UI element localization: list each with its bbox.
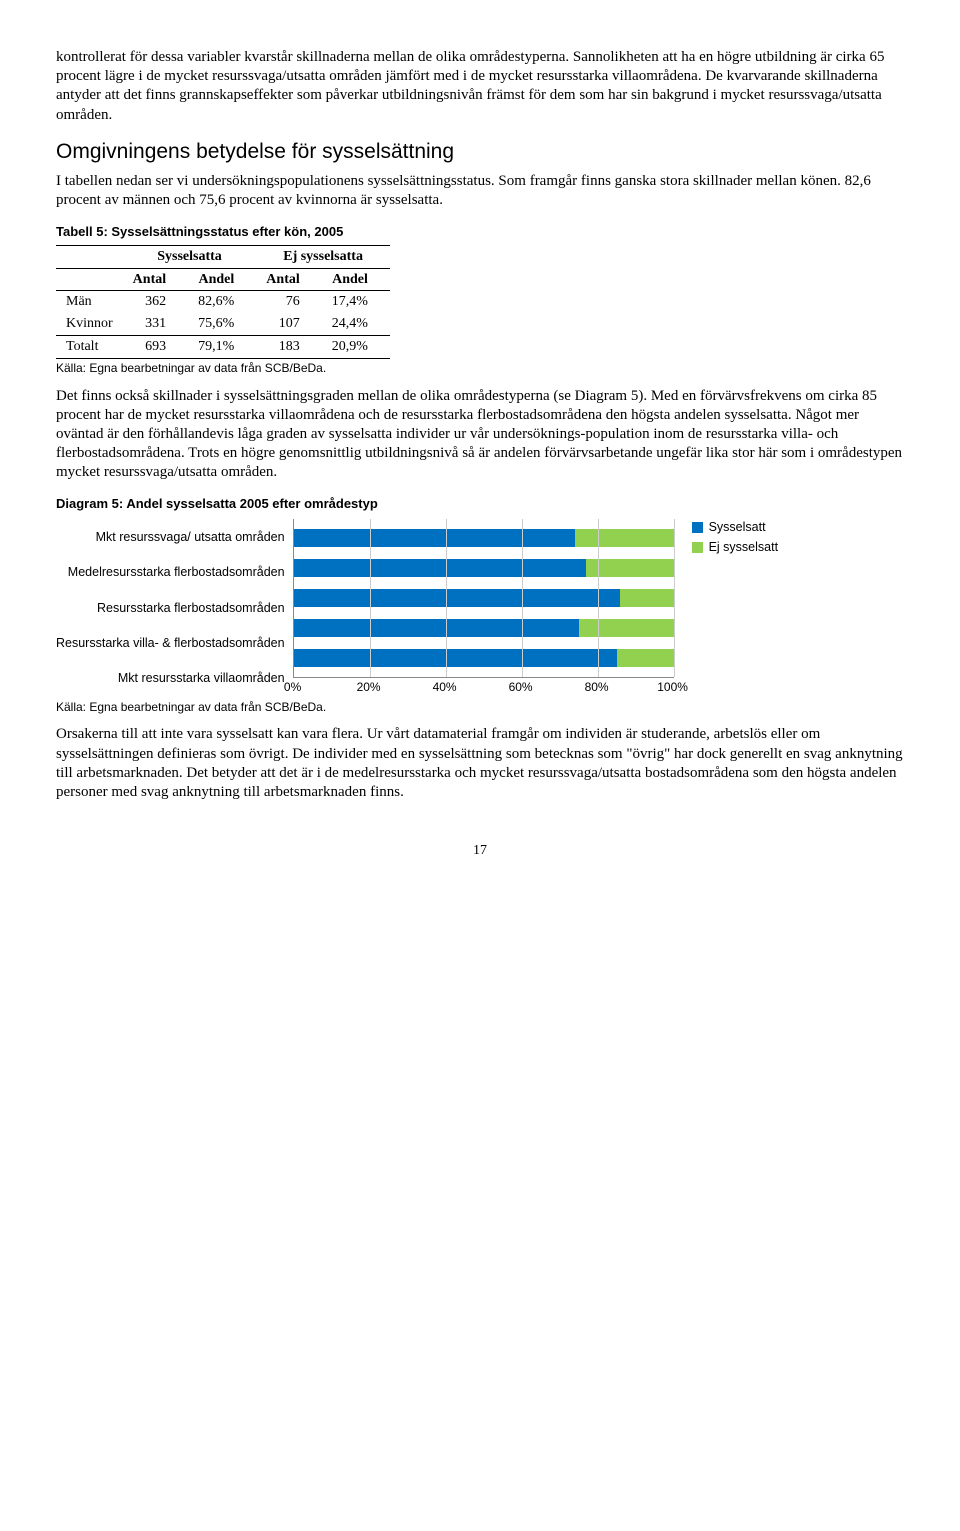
section-heading: Omgivningens betydelse för sysselsättnin… xyxy=(56,139,904,166)
bar-segment-ej-sysselsatt xyxy=(586,559,673,577)
chart5-y-labels: Mkt resurssvaga/ utsatta områden Medelre… xyxy=(56,519,293,696)
chart5-legend: Sysselsatt Ej sysselsatt xyxy=(692,519,778,559)
chart5-x-axis: 0%20%40%60%80%100% xyxy=(293,678,673,696)
table-row: Kvinnor 331 75,6% 107 24,4% xyxy=(56,313,390,335)
chart-bar-row xyxy=(294,523,674,553)
chart-category-label: Mkt resurssvaga/ utsatta områden xyxy=(56,522,285,552)
paragraph-3: Det finns också skillnader i sysselsättn… xyxy=(56,387,904,483)
x-tick-label: 20% xyxy=(357,680,381,695)
table5-ch-4: Andel xyxy=(322,268,390,291)
bar-segment-ej-sysselsatt xyxy=(620,589,673,607)
table5-title: Tabell 5: Sysselsättningsstatus efter kö… xyxy=(56,224,904,241)
cell: 17,4% xyxy=(322,291,390,313)
chart-bar-row xyxy=(294,613,674,643)
paragraph-4: Orsakerna till att inte vara sysselsatt … xyxy=(56,725,904,802)
page-number: 17 xyxy=(56,842,904,860)
bar-segment-sysselsatt xyxy=(294,559,587,577)
table5-body: Män 362 82,6% 76 17,4% Kvinnor 331 75,6%… xyxy=(56,291,390,359)
cell: 107 xyxy=(256,313,321,335)
cell: 362 xyxy=(123,291,188,313)
chart-category-label: Resursstarka villa- & flerbostadsområden xyxy=(56,628,285,658)
table5-source: Källa: Egna bearbetningar av data från S… xyxy=(56,361,904,376)
cell: 693 xyxy=(123,336,188,359)
table5-ch-2: Andel xyxy=(188,268,256,291)
chart5-source: Källa: Egna bearbetningar av data från S… xyxy=(56,700,904,715)
legend-item: Ej sysselsatt xyxy=(692,539,778,555)
x-tick-label: 80% xyxy=(585,680,609,695)
bar-segment-ej-sysselsatt xyxy=(617,649,674,667)
table-row: Män 362 82,6% 76 17,4% xyxy=(56,291,390,313)
bar-segment-sysselsatt xyxy=(294,619,579,637)
table5: Sysselsatta Ej sysselsatta Antal Andel A… xyxy=(56,245,390,360)
cell: Kvinnor xyxy=(56,313,123,335)
chart5-plot xyxy=(293,519,674,678)
legend-swatch-icon xyxy=(692,522,703,533)
chart-category-label: Resursstarka flerbostadsområden xyxy=(56,593,285,623)
table-row-total: Totalt 693 79,1% 183 20,9% xyxy=(56,336,390,359)
legend-label: Ej sysselsatt xyxy=(709,539,778,555)
x-tick-label: 40% xyxy=(433,680,457,695)
cell: 331 xyxy=(123,313,188,335)
chart-bar-row xyxy=(294,553,674,583)
table5-ch-1: Antal xyxy=(123,268,188,291)
table5-gh-2: Ej sysselsatta xyxy=(256,245,390,268)
bar-segment-sysselsatt xyxy=(294,649,617,667)
cell: 76 xyxy=(256,291,321,313)
table5-gh-1: Sysselsatta xyxy=(123,245,257,268)
legend-item: Sysselsatt xyxy=(692,519,778,535)
cell: 79,1% xyxy=(188,336,256,359)
cell: Män xyxy=(56,291,123,313)
x-tick-label: 0% xyxy=(284,680,301,695)
legend-label: Sysselsatt xyxy=(709,519,766,535)
chart-bar-row xyxy=(294,643,674,673)
legend-swatch-icon xyxy=(692,542,703,553)
cell: 183 xyxy=(256,336,321,359)
x-tick-label: 100% xyxy=(657,680,688,695)
cell: Totalt xyxy=(56,336,123,359)
cell: 20,9% xyxy=(322,336,390,359)
table5-gh-0 xyxy=(56,245,123,268)
bar-segment-sysselsatt xyxy=(294,589,621,607)
paragraph-2: I tabellen nedan ser vi undersökningspop… xyxy=(56,172,904,210)
bar-segment-sysselsatt xyxy=(294,529,575,547)
bar-segment-ej-sysselsatt xyxy=(579,619,674,637)
x-tick-label: 60% xyxy=(509,680,533,695)
chart5: Mkt resurssvaga/ utsatta områden Medelre… xyxy=(56,519,904,696)
paragraph-intro: kontrollerat för dessa variabler kvarstå… xyxy=(56,48,904,125)
table5-ch-3: Antal xyxy=(256,268,321,291)
chart-category-label: Mkt resursstarka villaområden xyxy=(56,663,285,693)
chart-bar-row xyxy=(294,583,674,613)
cell: 24,4% xyxy=(322,313,390,335)
table5-ch-0 xyxy=(56,268,123,291)
cell: 75,6% xyxy=(188,313,256,335)
bar-segment-ej-sysselsatt xyxy=(575,529,674,547)
chart5-title: Diagram 5: Andel sysselsatta 2005 efter … xyxy=(56,496,904,513)
chart-category-label: Medelresursstarka flerbostadsområden xyxy=(56,557,285,587)
cell: 82,6% xyxy=(188,291,256,313)
